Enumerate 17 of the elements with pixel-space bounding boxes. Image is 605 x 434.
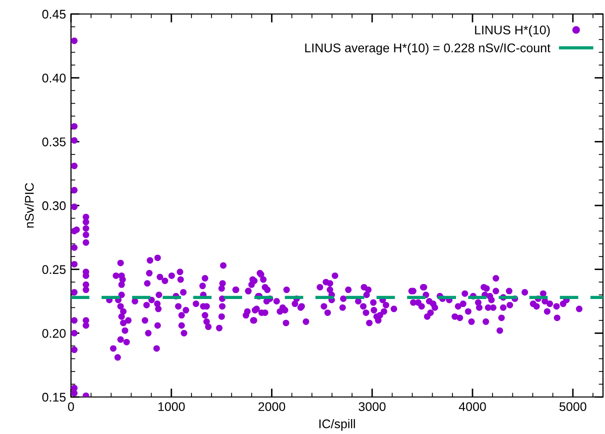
x-tick-label: 4000 <box>458 402 486 412</box>
legend-label: LINUS H*(10) <box>475 25 550 37</box>
x-tick-label: 5000 <box>559 402 586 412</box>
y-tick-label: 0.30 <box>42 201 66 210</box>
y-axis-title: nSv/PIC <box>24 183 34 228</box>
x-axis-title: IC/spill <box>319 419 355 431</box>
y-tick-label: 0.40 <box>42 74 66 82</box>
x-tick-label: 2000 <box>258 402 286 412</box>
y-tick-label: 0.15 <box>42 392 66 402</box>
legend-label: LINUS average H*(10) = 0.228 nSv/IC-count <box>305 43 550 55</box>
x-tick-label: 0 <box>68 402 74 412</box>
y-tick-label: 0.35 <box>42 137 66 146</box>
y-tick-label: 0.25 <box>42 265 66 274</box>
y-tick-label: 0.45 <box>42 10 66 19</box>
x-tick-label: 1000 <box>158 402 185 412</box>
y-tick-label: 0.20 <box>42 328 66 338</box>
x-tick-label: 3000 <box>358 402 386 412</box>
